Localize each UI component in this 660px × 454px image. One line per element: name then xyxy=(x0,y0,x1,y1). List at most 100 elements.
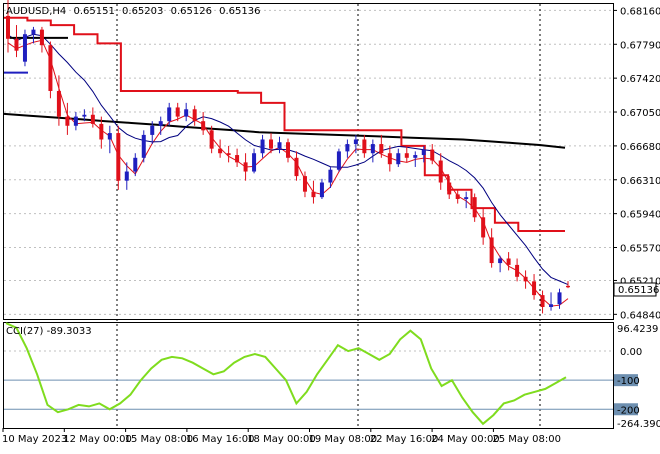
candle-bearish xyxy=(311,191,316,198)
candle-bullish xyxy=(370,144,375,154)
candle-bearish xyxy=(286,142,290,158)
candle-bearish xyxy=(226,153,231,156)
time-tick-label: 16 May 16:00 xyxy=(186,434,255,445)
candle-bullish xyxy=(167,107,172,122)
candle-bullish xyxy=(73,116,78,126)
candle-bearish xyxy=(362,139,367,154)
candle-bearish xyxy=(438,160,443,183)
candle-bearish xyxy=(48,45,53,91)
candle-bullish xyxy=(549,304,554,308)
cci-level-label: -200 xyxy=(617,405,640,416)
time-tick-label: 22 May 16:00 xyxy=(370,434,439,445)
candle-bullish xyxy=(107,133,112,140)
cci-line xyxy=(5,322,567,426)
candle-bearish xyxy=(218,148,223,154)
time-tick-label: 15 May 08:00 xyxy=(125,434,194,445)
candle-bullish xyxy=(319,182,324,198)
cci-line-series xyxy=(5,322,567,426)
price-tick-label: 0.67420 xyxy=(620,74,660,85)
candle-bullish xyxy=(252,153,257,172)
candle-bearish xyxy=(379,144,384,154)
long-moving-average xyxy=(3,112,566,149)
candle-bearish xyxy=(90,114,95,124)
candle-bearish xyxy=(532,281,537,296)
candle-bearish xyxy=(116,133,121,181)
candle-bullish xyxy=(353,139,358,145)
candle-bearish xyxy=(99,123,104,140)
candle-bearish xyxy=(515,264,520,277)
symbol-header: AUDUSD,H4 0.65151 0.65203 0.65126 0.6513… xyxy=(6,6,260,17)
candle-bearish xyxy=(56,90,61,117)
candle-bearish xyxy=(175,107,180,117)
candle-bearish xyxy=(39,29,44,46)
candlestick-series xyxy=(6,0,570,314)
channel-upper-band xyxy=(4,16,565,232)
candle-bearish xyxy=(523,276,528,282)
candle-bullish xyxy=(133,157,138,172)
candle-bullish xyxy=(31,29,36,35)
current-price-label: 0.65136 xyxy=(618,285,659,296)
candle-bullish xyxy=(277,142,282,149)
candle-bullish xyxy=(421,149,426,156)
candle-bullish xyxy=(328,169,333,183)
cci-top-value: 96.4239 xyxy=(617,324,658,335)
candle-bullish xyxy=(124,171,129,181)
price-axis: 0.68160 0.67790 0.67420 0.67050 0.66680 0.663… xyxy=(613,6,660,321)
price-tick-label: 0.66310 xyxy=(620,176,660,187)
cci-level-lines: 0.00 -100 -200 xyxy=(4,347,642,416)
candle-bullish xyxy=(82,114,87,117)
candle-bullish xyxy=(413,155,418,158)
candle-bearish xyxy=(489,237,494,264)
current-price-marker: 0.65136 xyxy=(613,282,659,297)
price-tick-label: 0.65940 xyxy=(620,210,660,221)
candle-bullish xyxy=(396,153,401,165)
candle-bearish xyxy=(566,285,570,288)
candle-bullish xyxy=(141,134,146,158)
candle-bearish xyxy=(455,194,460,199)
candle-bearish xyxy=(201,121,206,131)
time-tick-label: 10 May 2023 xyxy=(2,434,67,445)
cci-level-label: -100 xyxy=(617,376,640,387)
time-tick-label: 24 May 00:00 xyxy=(431,434,500,445)
cci-title: CCI(27) -89.3033 xyxy=(6,326,92,337)
price-tick-label: 0.65570 xyxy=(620,244,660,255)
candle-bullish xyxy=(336,151,341,170)
candle-bearish xyxy=(540,295,545,308)
candle-bearish xyxy=(65,116,70,126)
candle-bearish xyxy=(472,197,477,218)
candle-bullish xyxy=(158,121,163,126)
candle-bearish xyxy=(6,15,10,39)
price-tick-label: 0.66680 xyxy=(620,142,660,153)
cci-level-label: 0.00 xyxy=(620,347,642,358)
main-price-panel[interactable] xyxy=(3,3,614,320)
time-tick-label: 12 May 00:00 xyxy=(63,434,132,445)
time-tick-label: 25 May 08:00 xyxy=(492,434,561,445)
candle-bullish xyxy=(464,197,469,199)
candle-bearish xyxy=(387,153,392,165)
candle-bearish xyxy=(209,130,214,149)
candle-bullish xyxy=(184,109,189,117)
cci-level-tag xyxy=(614,403,638,416)
candle-bullish xyxy=(345,144,350,152)
candle-bullish xyxy=(22,34,27,62)
candle-bearish xyxy=(302,176,307,192)
candle-bullish xyxy=(260,139,265,154)
price-tick-label: 0.64840 xyxy=(620,310,660,321)
price-tick-label: 0.68160 xyxy=(620,6,660,17)
candle-bullish xyxy=(150,125,155,135)
candle-bearish xyxy=(14,38,19,51)
candle-bullish xyxy=(498,258,503,264)
candle-bearish xyxy=(447,182,452,195)
price-tick-label: 0.65210 xyxy=(620,276,660,287)
candle-bearish xyxy=(294,157,299,177)
time-tick-label: 18 May 00:00 xyxy=(247,434,316,445)
candle-bearish xyxy=(506,258,511,265)
candle-bearish xyxy=(243,162,248,172)
candle-bearish xyxy=(269,139,274,149)
candle-bearish xyxy=(430,149,435,161)
cci-panel[interactable] xyxy=(3,322,614,429)
price-tick-label: 0.67050 xyxy=(620,108,660,119)
